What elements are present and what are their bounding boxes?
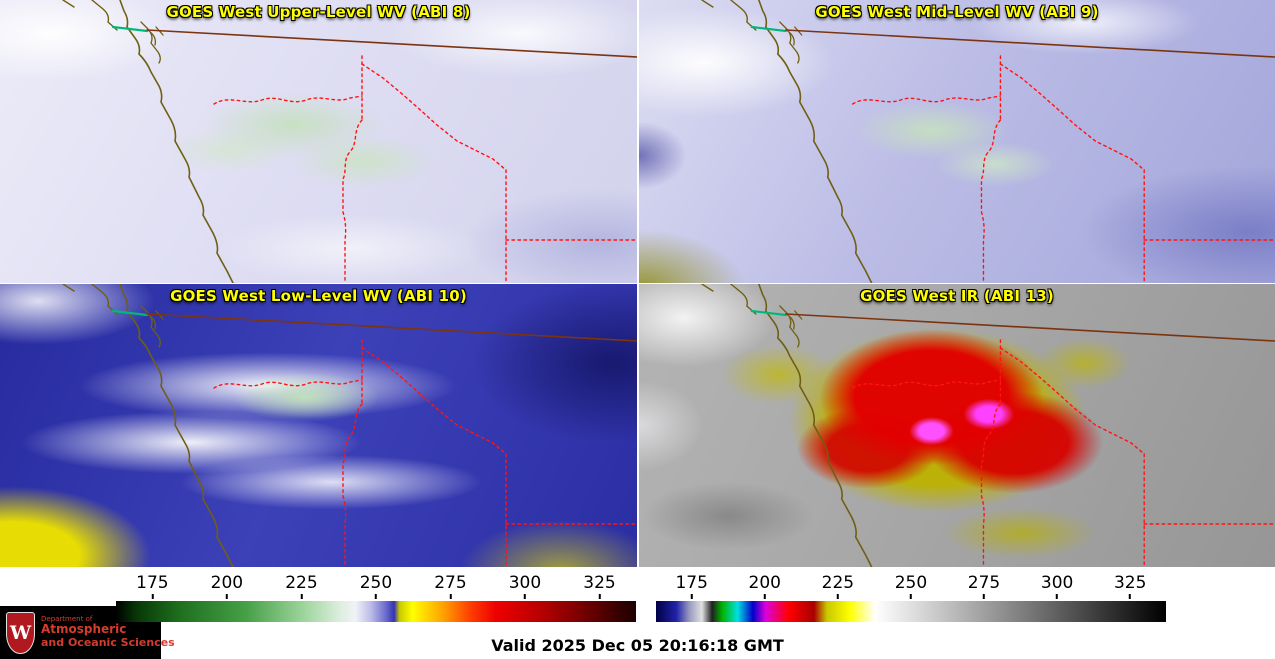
aos-logo-text: Department of Atmospheric and Oceanic Sc… <box>41 615 175 649</box>
logo-line-atmospheric: Atmospheric <box>41 622 127 637</box>
panel-low-level-wv[interactable]: GOES West Low-Level WV (ABI 10) <box>0 284 637 567</box>
panel-grid: GOES West Upper-Level WV (ABI 8) GOES We… <box>0 0 1275 567</box>
colorbar-tick-225: 225 <box>285 573 318 599</box>
wv-colorbar-ticks: 175 200 225 250 275 300 325 <box>116 573 636 601</box>
colorbar-tick-225: 225 <box>822 573 854 599</box>
colorbar-tick-275: 275 <box>968 573 1000 599</box>
colorbar-tick-175: 175 <box>136 573 169 599</box>
wv-colorbar-gradient <box>116 601 636 622</box>
logo-line-department: Department of <box>41 615 93 624</box>
footer: 175 200 225 250 275 300 325 175 200 225 250 275 300… <box>0 567 1275 659</box>
ir-colorbar: 175 200 225 250 275 300 325 <box>656 567 1166 623</box>
map-borders-overlay <box>700 0 1275 283</box>
colorbar-tick-250: 250 <box>895 573 927 599</box>
map-borders-overlay <box>700 284 1275 567</box>
colorbar-tick-175: 175 <box>675 573 708 599</box>
colorbar-tick-200: 200 <box>211 573 243 599</box>
ir-colorbar-ticks: 175 200 225 250 275 300 325 <box>656 573 1166 601</box>
colorbar-tick-300: 300 <box>509 573 541 599</box>
ir-colorbar-gradient <box>656 601 1166 622</box>
wv-colorbar: 175 200 225 250 275 300 325 <box>116 567 636 623</box>
logo-line-oceanic: and Oceanic Sciences <box>41 636 175 650</box>
colorbar-tick-250: 250 <box>360 573 392 599</box>
colorbar-tick-325: 325 <box>583 573 616 599</box>
colorbar-tick-300: 300 <box>1041 573 1073 599</box>
uw-crest-icon: W <box>6 611 35 654</box>
colorbar-tick-275: 275 <box>434 573 467 599</box>
colorbar-tick-325: 325 <box>1114 573 1146 599</box>
panel-title-ir: GOES West IR (ABI 13) <box>860 287 1054 305</box>
panel-title-upper-level-wv: GOES West Upper-Level WV (ABI 8) <box>166 3 471 21</box>
panel-mid-level-wv[interactable]: GOES West Mid-Level WV (ABI 9) <box>639 0 1275 283</box>
map-borders-overlay <box>61 284 637 567</box>
panel-upper-level-wv[interactable]: GOES West Upper-Level WV (ABI 8) <box>0 0 637 283</box>
map-borders-overlay <box>61 0 637 283</box>
panel-title-mid-level-wv: GOES West Mid-Level WV (ABI 9) <box>815 3 1099 21</box>
panel-title-low-level-wv: GOES West Low-Level WV (ABI 10) <box>170 287 467 305</box>
colorbar-tick-200: 200 <box>749 573 781 599</box>
panel-ir[interactable]: GOES West IR (ABI 13) <box>639 284 1275 567</box>
valid-time-label: Valid 2025 Dec 05 20:16:18 GMT <box>491 636 784 655</box>
